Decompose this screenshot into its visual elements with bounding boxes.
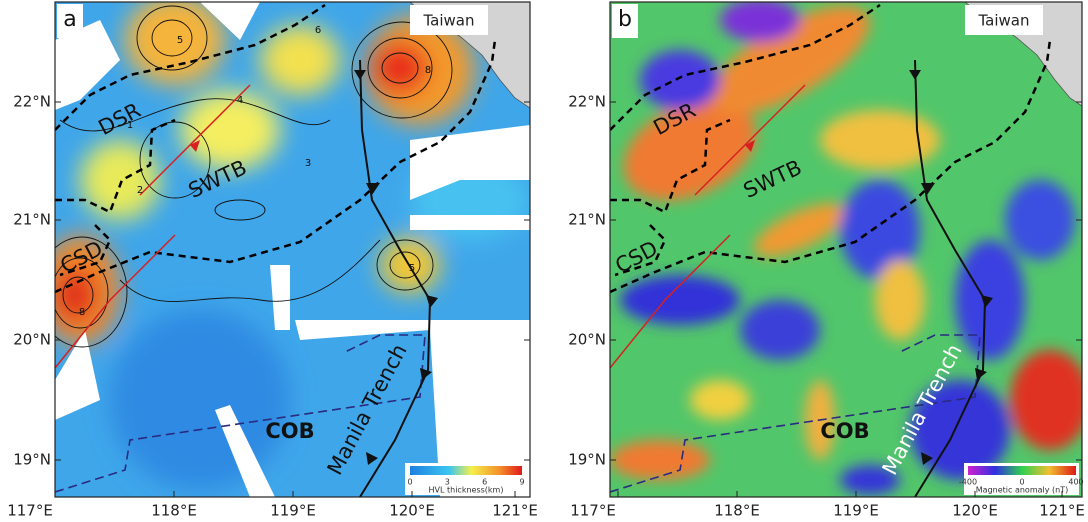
colorbar-tick-label: 0 [1019, 478, 1024, 487]
panel-b-map [610, 2, 1082, 497]
colorbar-b [968, 466, 1076, 475]
x-tick-label: 120°E [952, 502, 998, 520]
y-tick-label: 22°N [568, 93, 606, 111]
y-tick-label: 21°N [13, 211, 51, 229]
contour-label: 5 [409, 263, 415, 274]
region-label: COB [820, 419, 869, 443]
contour-label: 5 [177, 35, 183, 46]
x-tick-label: 119°E [833, 502, 879, 520]
taiwan-label: Taiwan [422, 12, 474, 30]
contour-label: 2 [137, 185, 143, 196]
x-tick-label: 117°E [7, 502, 53, 520]
panel-label-box [57, 4, 83, 38]
x-tick-label: 118°E [151, 502, 197, 520]
contour-label: 3 [305, 158, 311, 169]
panel-a-map [55, 2, 530, 497]
colorbar-tick-label: 6 [482, 478, 487, 487]
y-tick-label: 19°N [568, 451, 606, 469]
taiwan-label: Taiwan [977, 12, 1029, 30]
panel-label: b [618, 7, 632, 32]
panel-label: a [63, 7, 76, 32]
colorbar-title: HVL thickness(km) [429, 486, 504, 495]
x-tick-label: 119°E [270, 502, 316, 520]
colorbar-tick-label: -400 [959, 478, 977, 487]
y-tick-label: 22°N [13, 93, 51, 111]
colorbar-tick-label: 9 [519, 478, 524, 487]
y-tick-label: 20°N [568, 331, 606, 349]
x-tick-label: 121°E [1039, 502, 1085, 520]
contour-label: 4 [237, 95, 243, 106]
taiwan-box [965, 5, 1043, 35]
contour-label: 8 [425, 65, 431, 76]
panel-label-box [612, 4, 638, 38]
contour-label: 8 [79, 307, 85, 318]
y-tick-label: 21°N [568, 211, 606, 229]
colorbar-tick-label: 0 [407, 478, 412, 487]
y-tick-label: 19°N [13, 451, 51, 469]
colorbar-title: Magnetic anomaly (nT) [976, 486, 1068, 495]
contour-label: 6 [315, 25, 321, 36]
x-tick-label: 121°E [492, 502, 538, 520]
taiwan-box [410, 5, 488, 35]
colorbar-tick-label: 400 [1068, 478, 1083, 487]
x-tick-label: 117°E [570, 502, 616, 520]
colorbar-a [410, 466, 522, 475]
x-tick-label: 118°E [714, 502, 760, 520]
region-label: COB [265, 419, 314, 443]
colorbar-tick-label: 3 [445, 478, 450, 487]
contour-label: 1 [127, 120, 133, 131]
y-tick-label: 20°N [13, 331, 51, 349]
panel-b-frame [609, 1, 1083, 498]
x-tick-label: 120°E [389, 502, 435, 520]
